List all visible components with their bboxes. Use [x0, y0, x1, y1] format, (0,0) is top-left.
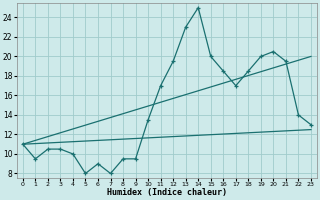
X-axis label: Humidex (Indice chaleur): Humidex (Indice chaleur) — [107, 188, 227, 197]
